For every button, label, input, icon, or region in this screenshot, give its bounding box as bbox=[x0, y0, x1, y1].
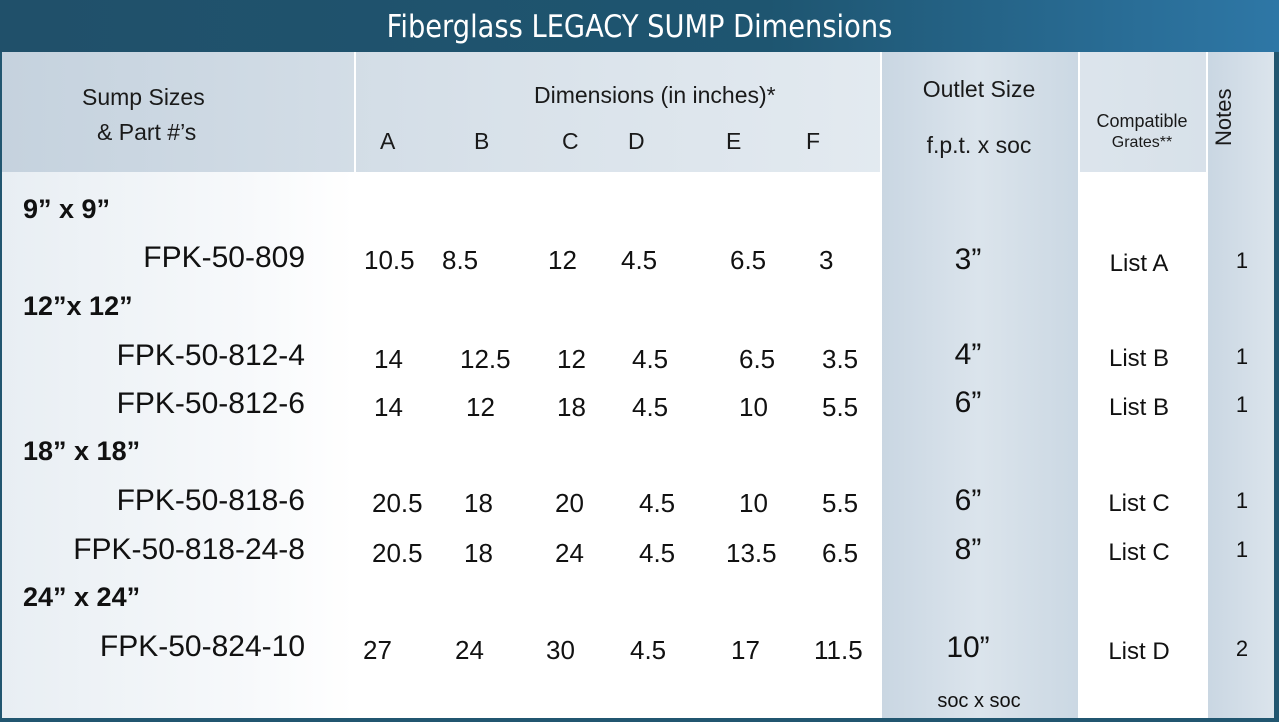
note-number: 1 bbox=[1235, 392, 1249, 417]
header-dim-d: D bbox=[628, 128, 645, 154]
dim-a: 14 bbox=[374, 392, 403, 422]
header-dim-c: C bbox=[562, 128, 579, 154]
column-divider bbox=[880, 52, 882, 718]
compatible-grate: List D bbox=[1108, 638, 1170, 665]
part-column-background bbox=[2, 172, 354, 718]
column-divider bbox=[1078, 52, 1080, 718]
dim-e: 10 bbox=[739, 392, 768, 422]
compatible-grate: List B bbox=[1108, 345, 1170, 372]
dim-f: 5.5 bbox=[822, 488, 859, 518]
header-notes: Notes bbox=[1211, 88, 1236, 146]
part-number: FPK-50-818-6 bbox=[116, 484, 305, 517]
note-number: 1 bbox=[1235, 537, 1249, 562]
note-number: 1 bbox=[1235, 248, 1249, 273]
dim-e: 10 bbox=[739, 488, 768, 518]
dim-d: 4.5 bbox=[632, 344, 669, 374]
outlet-size: 4” bbox=[954, 338, 982, 371]
header-grates-line1: Compatible bbox=[1096, 111, 1188, 131]
dim-b: 12.5 bbox=[460, 344, 511, 374]
dim-c: 30 bbox=[546, 635, 575, 665]
header-dim-e: E bbox=[726, 128, 742, 154]
dim-a: 10.5 bbox=[364, 245, 415, 275]
dim-d: 4.5 bbox=[632, 392, 669, 422]
part-number: FPK-50-812-6 bbox=[116, 387, 305, 420]
group-label-24x24: 24” x 24” bbox=[23, 582, 141, 612]
part-number: FPK-50-824-10 bbox=[99, 630, 305, 663]
outlet-size: 6” bbox=[954, 386, 982, 419]
dim-c: 20 bbox=[555, 488, 584, 518]
dim-f: 5.5 bbox=[822, 392, 859, 422]
dim-c: 12 bbox=[548, 245, 577, 275]
dim-a: 20.5 bbox=[372, 538, 423, 568]
outlet-size: 8” bbox=[954, 533, 982, 566]
header-dim-f: F bbox=[806, 128, 821, 154]
dim-d: 4.5 bbox=[630, 635, 667, 665]
compatible-grate: List A bbox=[1109, 250, 1169, 277]
outlet-size: 6” bbox=[954, 484, 982, 517]
group-label-9x9: 9” x 9” bbox=[23, 194, 111, 224]
compatible-grate: List C bbox=[1108, 490, 1170, 517]
dim-d: 4.5 bbox=[639, 488, 676, 518]
header-grates-line2: Grates** bbox=[1111, 134, 1173, 151]
column-divider bbox=[354, 52, 356, 718]
dim-c: 18 bbox=[557, 392, 586, 422]
dim-c: 12 bbox=[557, 344, 586, 374]
dim-f: 3 bbox=[819, 245, 834, 275]
part-number: FPK-50-809 bbox=[143, 241, 305, 274]
dim-b: 18 bbox=[464, 488, 493, 518]
dim-c: 24 bbox=[555, 538, 584, 568]
header-dimensions: Dimensions (in inches)* bbox=[534, 82, 776, 108]
dim-b: 18 bbox=[464, 538, 493, 568]
header-outlet-size: Outlet Size bbox=[922, 76, 1036, 102]
dim-e: 13.5 bbox=[726, 538, 777, 568]
dim-a: 14 bbox=[374, 344, 403, 374]
group-label-12x12: 12”x 12” bbox=[23, 291, 133, 321]
soc-footnote: soc x soc bbox=[937, 690, 1021, 712]
part-number: FPK-50-818-24-8 bbox=[73, 533, 305, 566]
dim-e: 6.5 bbox=[730, 245, 767, 275]
dim-f: 11.5 bbox=[814, 635, 863, 665]
header-part-numbers: & Part #’s bbox=[97, 119, 197, 145]
header-dim-b: B bbox=[474, 128, 490, 154]
dim-f: 3.5 bbox=[822, 344, 859, 374]
note-number: 1 bbox=[1235, 488, 1249, 513]
dim-d: 4.5 bbox=[621, 245, 658, 275]
dim-e: 17 bbox=[731, 635, 760, 665]
outlet-column-background bbox=[880, 52, 1078, 718]
compatible-grate: List B bbox=[1108, 394, 1170, 421]
dimensions-table: Sump Sizes & Part #’s Dimensions (in inc… bbox=[2, 52, 1274, 718]
dim-e: 6.5 bbox=[739, 344, 776, 374]
title-bar bbox=[0, 0, 1279, 52]
page-title: Fiberglass LEGACY SUMP Dimensions bbox=[386, 9, 893, 45]
dim-b: 12 bbox=[466, 392, 495, 422]
header-outlet-type: f.p.t. x soc bbox=[926, 132, 1032, 158]
note-number: 1 bbox=[1235, 344, 1249, 369]
dim-a: 20.5 bbox=[372, 488, 423, 518]
header-dim-a: A bbox=[380, 128, 396, 154]
dim-d: 4.5 bbox=[639, 538, 676, 568]
dim-f: 6.5 bbox=[822, 538, 859, 568]
compatible-grate: List C bbox=[1108, 539, 1170, 566]
note-number: 2 bbox=[1235, 636, 1249, 661]
column-divider bbox=[1206, 52, 1208, 718]
outlet-size: 10” bbox=[946, 631, 990, 664]
dim-b: 24 bbox=[455, 635, 484, 665]
header-compatible-grates: Compatible Grates** bbox=[1078, 110, 1206, 154]
notes-column-background bbox=[1206, 52, 1274, 718]
dim-b: 8.5 bbox=[442, 245, 479, 275]
header-sump-sizes: Sump Sizes bbox=[82, 84, 205, 110]
outlet-size: 3” bbox=[954, 243, 982, 276]
part-number: FPK-50-812-4 bbox=[116, 339, 305, 372]
dim-a: 27 bbox=[363, 635, 392, 665]
group-label-18x18: 18” x 18” bbox=[23, 436, 141, 466]
